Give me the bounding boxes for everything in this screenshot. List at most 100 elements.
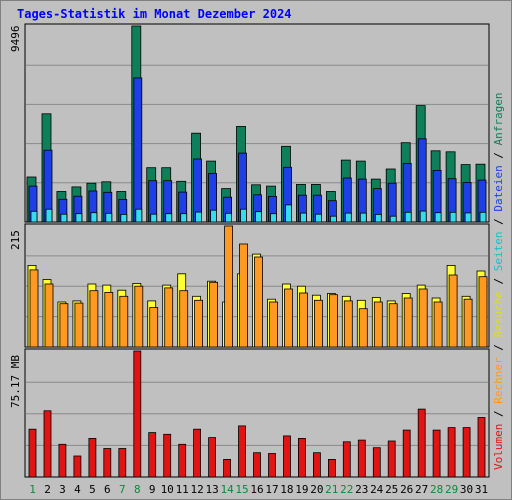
seiten-bar — [255, 211, 262, 223]
volumen-bar — [148, 432, 157, 478]
rechner-bar — [313, 299, 323, 348]
seiten-bar — [479, 211, 487, 223]
day-label: 2 — [44, 483, 51, 496]
rechner-bar — [164, 287, 174, 348]
volumen-bar — [133, 350, 142, 478]
day-label: 16 — [250, 483, 263, 496]
day-label: 20 — [310, 483, 323, 496]
volumen-bar — [297, 437, 306, 478]
seiten-bar — [344, 212, 352, 223]
rechner-bar — [463, 298, 473, 348]
volumen-bar — [462, 427, 471, 478]
volumen-bar — [118, 448, 127, 478]
day-label: 19 — [295, 483, 308, 496]
rechner-bar — [224, 225, 234, 348]
day-label: 15 — [235, 483, 248, 496]
volumen-bar — [447, 427, 456, 478]
day-label: 23 — [355, 483, 368, 496]
seiten-bar — [210, 209, 218, 223]
seiten-bar — [329, 215, 337, 223]
seiten-bar — [434, 212, 442, 223]
day-label: 9 — [149, 483, 156, 496]
day-label: 17 — [265, 483, 278, 496]
day-label: 10 — [161, 483, 174, 496]
seiten-bar — [150, 213, 158, 223]
volumen-bar — [327, 458, 336, 478]
volumen-bar — [432, 429, 441, 478]
seiten-bar — [225, 212, 233, 223]
volumen-bar — [417, 408, 426, 478]
rechner-bar — [298, 292, 308, 348]
volumen-bar — [402, 429, 411, 478]
volumen-bar — [283, 435, 291, 478]
volumen-bar — [372, 447, 381, 478]
seiten-bar — [419, 210, 427, 223]
volumen-bar — [268, 453, 276, 478]
volumen-bar — [387, 440, 396, 478]
volumen-bar — [193, 428, 202, 478]
seiten-bar — [464, 212, 472, 223]
rechner-bar — [284, 288, 293, 348]
day-label: 24 — [370, 483, 384, 496]
rechner-bar — [269, 301, 278, 348]
rechner-bar — [254, 256, 263, 348]
day-label: 11 — [176, 483, 189, 496]
volumen-bar — [73, 455, 82, 478]
rechner-bar — [478, 276, 488, 348]
volumen-bar — [238, 425, 246, 478]
rechner-bar — [104, 291, 114, 348]
volumen-bar — [312, 452, 321, 478]
rechner-bar — [89, 290, 99, 348]
day-label: 26 — [400, 483, 413, 496]
day-label: 8 — [134, 483, 141, 496]
rechner-bar — [403, 297, 413, 348]
day-label: 31 — [475, 483, 488, 496]
rechner-bar — [373, 301, 383, 348]
day-label: 13 — [205, 483, 218, 496]
volumen-bar — [163, 433, 172, 478]
rechner-bar — [433, 301, 443, 348]
seiten-bar — [359, 212, 367, 223]
day-label: 30 — [460, 483, 473, 496]
dateien-bar — [417, 138, 427, 223]
seiten-bar — [270, 213, 277, 223]
seiten-bar — [75, 213, 83, 223]
rechner-bar — [328, 294, 338, 348]
rechner-bar — [239, 243, 248, 348]
day-label: 25 — [385, 483, 398, 496]
rechner-bar — [134, 285, 144, 348]
day-label: 27 — [415, 483, 428, 496]
rechner-bar — [44, 283, 54, 348]
day-label: 21 — [325, 483, 338, 496]
rechner-bar — [209, 281, 219, 348]
rechner-bar — [149, 307, 159, 348]
rechner-bar — [179, 290, 189, 348]
seiten-bar — [195, 211, 203, 223]
rechner-bar — [358, 308, 368, 348]
day-label: 22 — [340, 483, 353, 496]
seiten-bar — [90, 212, 98, 223]
seiten-bar — [120, 213, 128, 223]
volumen-bar — [178, 443, 187, 478]
volumen-bar — [103, 448, 112, 478]
seiten-bar — [449, 211, 457, 223]
rechner-bar — [448, 274, 458, 348]
seiten-bar — [60, 213, 68, 223]
volumen-bar — [342, 441, 351, 478]
volumen-bar — [58, 443, 67, 478]
dateien-bar — [133, 77, 143, 223]
seiten-bar — [240, 208, 247, 223]
rechner-bar — [74, 302, 84, 348]
seiten-bar — [180, 213, 188, 223]
rechner-bar — [119, 295, 129, 348]
volumen-bar — [88, 437, 97, 478]
day-label: 6 — [104, 483, 111, 496]
day-label: 29 — [445, 483, 458, 496]
seiten-bar — [314, 213, 322, 223]
rechner-bar — [59, 303, 69, 348]
seiten-bar — [285, 204, 292, 223]
rechner-bar — [418, 288, 428, 348]
day-label: 7 — [119, 483, 126, 496]
volumen-bar — [28, 428, 37, 478]
